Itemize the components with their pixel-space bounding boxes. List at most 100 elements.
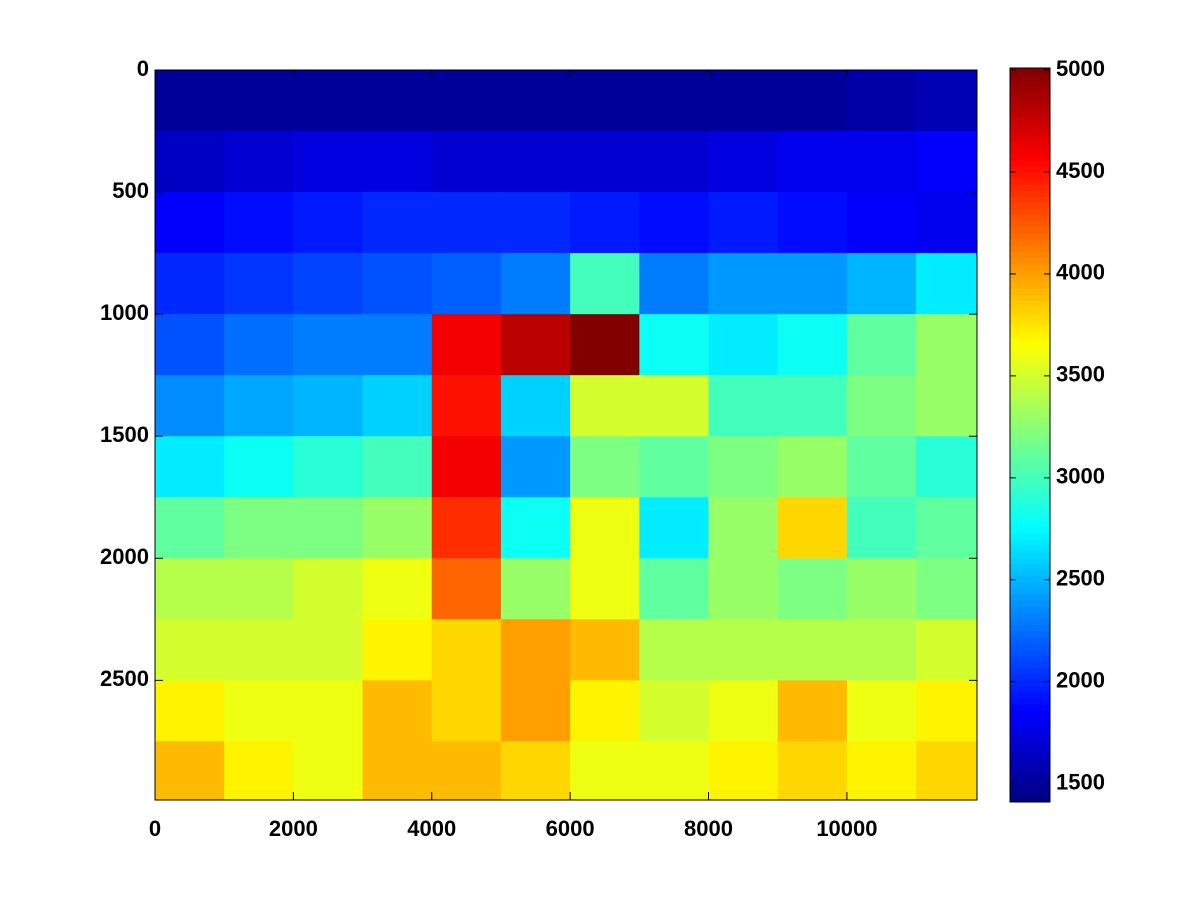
heatmap-cell	[708, 131, 779, 193]
heatmap-cell	[708, 70, 779, 132]
colorbar-strip	[1010, 679, 1050, 687]
heatmap-cell	[500, 375, 571, 437]
colorbar-strip	[1010, 196, 1050, 204]
colorbar-strip	[1010, 765, 1050, 772]
heatmap-cell	[362, 253, 433, 315]
colorbar-strip	[1010, 594, 1050, 601]
colorbar-strip	[1010, 789, 1050, 797]
heatmap-cell	[362, 375, 433, 437]
colorbar-tick-label: 4000	[1056, 260, 1105, 285]
heatmap-cell	[224, 70, 294, 132]
heatmap-cell	[846, 253, 917, 315]
heatmap-cell	[155, 558, 225, 620]
heatmap-cell	[639, 253, 710, 315]
colorbar-strip	[1010, 300, 1050, 308]
colorbar-strip	[1010, 282, 1050, 289]
colorbar-strip	[1010, 453, 1050, 460]
colorbar-strip	[1010, 716, 1050, 723]
heatmap-cell	[362, 497, 433, 559]
heatmap-cell	[500, 619, 571, 681]
colorbar-strip	[1010, 337, 1050, 344]
heatmap-cell	[846, 741, 917, 800]
colorbar-strip	[1010, 367, 1050, 375]
colorbar-strip	[1010, 471, 1050, 479]
heatmap-cell	[500, 680, 571, 742]
heatmap-cell	[916, 375, 977, 437]
heatmap-cell	[708, 680, 779, 742]
heatmap-cell	[362, 436, 433, 498]
heatmap-cell	[846, 680, 917, 742]
heatmap-cell	[224, 314, 294, 376]
colorbar-strip	[1010, 428, 1050, 436]
colorbar-strip	[1010, 410, 1050, 418]
heatmap-cell	[500, 436, 571, 498]
heatmap-cell	[362, 680, 433, 742]
colorbar-strip	[1010, 435, 1050, 442]
heatmap-cell	[916, 680, 977, 742]
colorbar-strip	[1010, 777, 1050, 785]
heatmap-cell	[570, 619, 640, 681]
colorbar-strip	[1010, 331, 1050, 338]
colorbar-strip	[1010, 490, 1050, 497]
heatmap-cell	[846, 436, 917, 498]
colorbar-strip	[1010, 104, 1050, 112]
colorbar-tick-label: 5000	[1056, 56, 1105, 81]
heatmap-cell	[916, 619, 977, 681]
heatmap-cell	[916, 314, 977, 376]
heatmap-cell	[431, 375, 502, 437]
x-tick-label: 2000	[269, 816, 318, 841]
colorbar-strip	[1010, 551, 1050, 558]
heatmap-cell	[639, 314, 710, 376]
x-tick-label: 8000	[684, 816, 733, 841]
heatmap-cell	[916, 436, 977, 498]
colorbar-strip	[1010, 190, 1050, 197]
colorbar-strip	[1010, 753, 1050, 760]
colorbar-tick-label: 3000	[1056, 464, 1105, 489]
colorbar-strip	[1010, 587, 1050, 595]
heatmap-cell	[362, 619, 433, 681]
colorbar-strip	[1010, 508, 1050, 516]
x-tick-label: 6000	[546, 816, 595, 841]
heatmap-cell	[293, 497, 364, 559]
colorbar-strip	[1010, 294, 1050, 301]
heatmap-cell	[293, 741, 364, 800]
heatmap-cell	[777, 619, 848, 681]
heatmap-cell	[293, 131, 364, 193]
heatmap-cell	[293, 375, 364, 437]
heatmap-cell	[777, 192, 848, 254]
colorbar-strip	[1010, 123, 1050, 130]
heatmap-cell	[500, 253, 571, 315]
heatmap-cell	[155, 375, 225, 437]
heatmap-cell	[224, 192, 294, 254]
heatmap-cell	[777, 680, 848, 742]
colorbar-strip	[1010, 575, 1050, 583]
colorbar-strip	[1010, 398, 1050, 405]
heatmap-cell	[777, 314, 848, 376]
heatmap-cell	[224, 497, 294, 559]
colorbar-strip	[1010, 263, 1050, 271]
heatmap-cell	[431, 436, 502, 498]
heatmap-cell	[916, 192, 977, 254]
heatmap-cell	[362, 741, 433, 800]
colorbar-strip	[1010, 202, 1050, 210]
colorbar-strip	[1010, 312, 1050, 320]
colorbar-strip	[1010, 618, 1050, 626]
heatmap-cell	[846, 131, 917, 193]
heatmap-cell	[639, 741, 710, 800]
colorbar-strip	[1010, 514, 1050, 522]
colorbar-strip	[1010, 233, 1050, 240]
colorbar-strip	[1010, 178, 1050, 185]
colorbar-strip	[1010, 245, 1050, 252]
heatmap-cell	[916, 497, 977, 559]
colorbar-strip	[1010, 392, 1050, 399]
heatmap	[155, 70, 977, 800]
heatmap-cell	[155, 680, 225, 742]
y-tick-label: 1000	[100, 300, 149, 325]
colorbar-strip	[1010, 184, 1050, 191]
colorbar-strip	[1010, 324, 1050, 332]
heatmap-cell	[777, 436, 848, 498]
heatmap-cell	[916, 558, 977, 620]
colorbar-strip	[1010, 68, 1050, 75]
heatmap-cell	[224, 375, 294, 437]
